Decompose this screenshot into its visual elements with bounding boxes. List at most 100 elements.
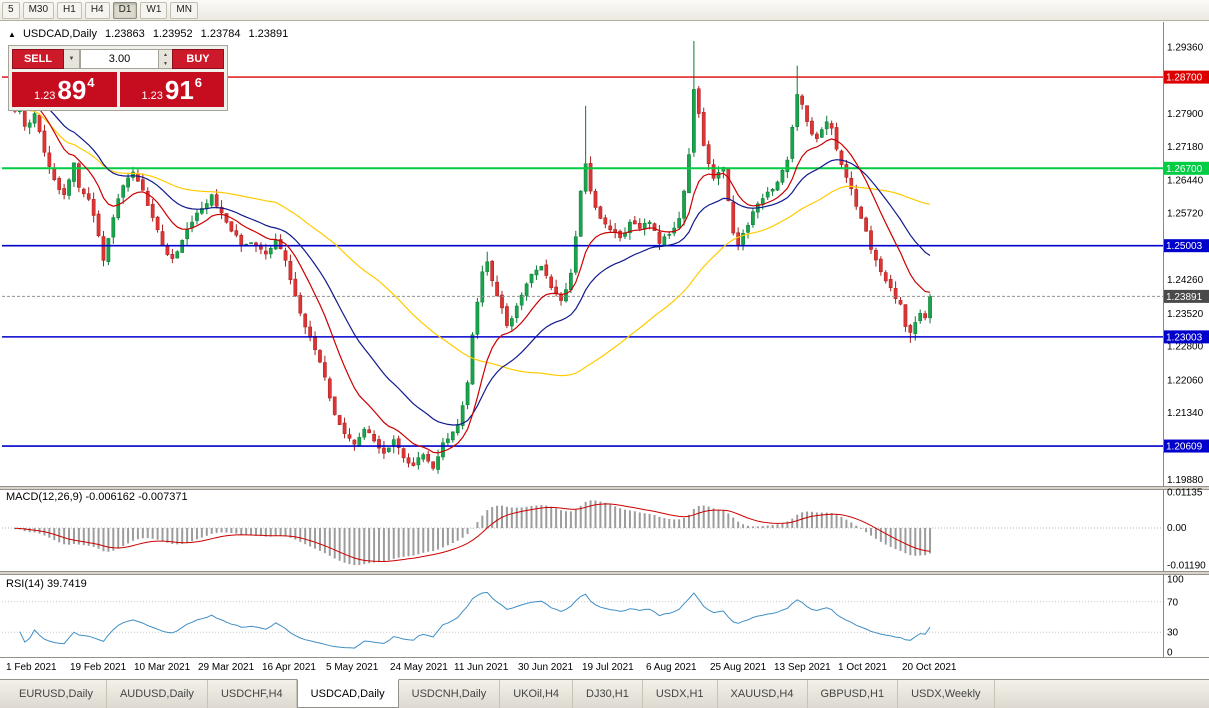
symbol-tab-eurusd[interactable]: EURUSD,Daily [6,680,107,708]
timeframe-button-h1[interactable]: H1 [57,1,82,19]
svg-text:1.27180: 1.27180 [1167,142,1204,153]
macd-signal-line [14,503,931,563]
timeframe-button-h4[interactable]: H4 [84,1,110,19]
spin-down-icon: ▼ [163,60,168,67]
svg-text:70: 70 [1167,597,1179,608]
svg-text:13 Sep 2021: 13 Sep 2021 [774,662,831,673]
ohlc-close: 1.23891 [248,28,289,40]
macd-indicator [2,500,1163,566]
timeframe-button-d1[interactable]: D1 [112,1,138,19]
symbol-tabbar: EURUSD,Daily AUDUSD,Daily USDCHF,H4 USDCAD,… [0,679,1209,708]
timeframe-button-m30[interactable]: M30 [22,1,55,19]
svg-text:10 Mar 2021: 10 Mar 2021 [134,662,191,673]
one-click-trading-panel: SELL ▼ ▲ ▼ BUY 1.23 89 4 1.23 91 6 [8,45,228,111]
time-axis: 1 Feb 2021 19 Feb 2021 10 Mar 2021 29 Mar 2… [6,662,957,673]
svg-text:19 Jul 2021: 19 Jul 2021 [582,662,634,673]
timeframe-button-5[interactable]: 5 [2,1,20,19]
svg-text:19 Feb 2021: 19 Feb 2021 [70,662,127,673]
panel-chrome [0,22,1209,658]
spin-down-button[interactable]: ▼ [159,59,172,68]
svg-text:1.26700: 1.26700 [1166,164,1203,175]
svg-text:1.23520: 1.23520 [1167,309,1204,320]
moving-averages [14,91,931,454]
symbol-tab-ukoil[interactable]: UKOil,H4 [500,680,574,708]
symbol-tab-audusd[interactable]: AUDUSD,Daily [107,680,208,708]
ohlc-open: 1.23863 [105,28,145,40]
symbol-tab-usdchf[interactable]: USDCHF,H4 [208,680,297,708]
svg-text:1.28700: 1.28700 [1166,73,1203,84]
svg-text:29 Mar 2021: 29 Mar 2021 [198,662,255,673]
chart-ohlc-title: ▲ USDCAD,Daily 1.23863 1.23952 1.23784 1… [8,28,293,40]
sell-price-prefix: 1.23 [33,90,56,102]
ohlc-symbol: USDCAD,Daily [22,28,97,40]
rsi-label: RSI(14) 39.7419 [6,578,87,590]
buy-price-pip: 6 [194,75,203,90]
symbol-tab-gbpusd[interactable]: GBPUSD,H1 [808,680,899,708]
volume-spinner: ▲ ▼ [159,49,172,69]
symbol-tab-xauusd[interactable]: XAUUSD,H4 [718,680,808,708]
price-tag-1.23003 [1164,330,1209,344]
svg-text:20 Oct 2021: 20 Oct 2021 [902,662,957,673]
volume-input[interactable] [80,49,159,69]
buy-price-prefix: 1.23 [141,90,163,102]
svg-text:1.23891: 1.23891 [1166,292,1203,303]
svg-text:1.22060: 1.22060 [1167,375,1204,386]
buy-button[interactable]: BUY [172,49,224,69]
symbol-tab-dj30[interactable]: DJ30,H1 [573,680,643,708]
svg-text:30 Jun 2021: 30 Jun 2021 [518,662,573,673]
svg-text:1.19880: 1.19880 [1167,475,1204,486]
ma-sma55-line [14,100,931,377]
svg-text:1 Feb 2021: 1 Feb 2021 [6,662,57,673]
svg-text:1.25003: 1.25003 [1166,241,1203,252]
symbol-tab-usdx[interactable]: USDX,Weekly [898,680,995,708]
macd-label: MACD(12,26,9) -0.006162 -0.007371 [6,491,188,503]
svg-text:1.24260: 1.24260 [1167,275,1204,286]
trade-controls-row: SELL ▼ ▲ ▼ BUY [12,49,224,69]
price-tag-1.23891 [1164,289,1209,303]
rsi-line [19,591,931,649]
ma-ema12-line [14,93,931,454]
svg-text:1.23003: 1.23003 [1166,332,1203,343]
candlestick-series [8,41,932,474]
svg-text:1 Oct 2021: 1 Oct 2021 [838,662,887,673]
price-axis: 1.29360 1.27900 1.27180 1.26440 1.25720 1.242… [1167,43,1206,659]
symbol-tab-usdx[interactable]: USDX,H1 [643,680,718,708]
svg-text:0.01135: 0.01135 [1167,488,1203,499]
rsi-indicator [2,591,1163,649]
symbol-tab-usdcad[interactable]: USDCAD,Daily [296,679,399,708]
symbol-marker-icon: ▲ [8,30,16,39]
price-tag-1.28700 [1164,70,1209,84]
svg-text:1.22800: 1.22800 [1167,342,1204,353]
svg-text:0.00: 0.00 [1167,523,1187,534]
timeframe-button-w1[interactable]: W1 [140,1,168,19]
svg-text:1.25720: 1.25720 [1167,208,1204,219]
buy-price-big: 91 [164,74,194,105]
svg-text:-0.01190: -0.01190 [1167,561,1206,572]
svg-text:5 May 2021: 5 May 2021 [326,662,379,673]
timeframe-toolbar: 5 M30 H1 H4 D1 W1 MN [0,0,1209,21]
price-tag-1.25003 [1164,239,1209,253]
spin-up-icon: ▲ [163,51,168,58]
svg-text:1.26440: 1.26440 [1167,176,1204,187]
sell-button[interactable]: SELL [12,49,64,69]
ohlc-low: 1.23784 [200,28,241,40]
svg-text:6 Aug 2021: 6 Aug 2021 [646,662,697,673]
svg-text:1.21340: 1.21340 [1167,408,1204,419]
sell-price-pip: 4 [87,75,95,90]
price-tags: 1.28700 1.26700 1.25003 1.23003 1.20609 1.238… [1164,70,1209,453]
volume-dropdown-button[interactable]: ▼ [64,49,80,69]
svg-text:1.20609: 1.20609 [1166,442,1203,453]
buy-quote-box[interactable]: 1.23 91 6 [119,72,224,107]
timeframe-button-mn[interactable]: MN [170,1,198,19]
spin-up-button[interactable]: ▲ [159,50,172,59]
price-tag-1.20609 [1164,439,1209,453]
svg-text:30: 30 [1167,628,1179,639]
svg-text:25 Aug 2021: 25 Aug 2021 [710,662,767,673]
svg-text:16 Apr 2021: 16 Apr 2021 [262,662,316,673]
svg-text:1.29360: 1.29360 [1167,43,1204,54]
symbol-tab-usdcnh[interactable]: USDCNH,Daily [399,680,501,708]
sell-quote-box[interactable]: 1.23 89 4 [12,72,117,107]
svg-text:100: 100 [1167,575,1184,586]
